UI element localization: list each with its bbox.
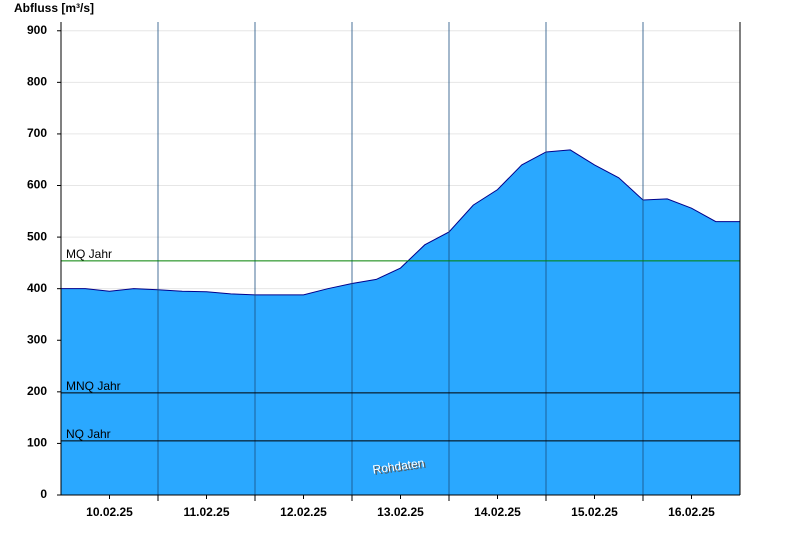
reference-label: MNQ Jahr bbox=[66, 379, 121, 393]
x-tick-label: 12.02.25 bbox=[280, 505, 327, 519]
y-tick-label: 600 bbox=[27, 178, 47, 192]
y-tick-label: 400 bbox=[27, 281, 47, 295]
area-outline bbox=[61, 149, 740, 296]
reference-label: NQ Jahr bbox=[66, 427, 111, 441]
x-tick-label: 16.02.25 bbox=[668, 505, 715, 519]
y-tick-label: 300 bbox=[27, 332, 47, 346]
y-tick-label: 700 bbox=[27, 126, 47, 140]
x-tick-label: 14.02.25 bbox=[474, 505, 521, 519]
x-tick-label: 13.02.25 bbox=[377, 505, 424, 519]
x-tick-label: 15.02.25 bbox=[571, 505, 618, 519]
y-tick-label: 200 bbox=[27, 384, 47, 398]
y-tick-label: 800 bbox=[27, 75, 47, 89]
y-tick-label: 100 bbox=[27, 436, 47, 450]
area bbox=[61, 149, 740, 495]
reference-label: MQ Jahr bbox=[66, 247, 112, 261]
y-tick-label: 0 bbox=[40, 487, 47, 501]
x-tick-label: 11.02.25 bbox=[183, 505, 229, 519]
x-tick-label: 10.02.25 bbox=[86, 505, 133, 519]
y-tick-label: 900 bbox=[27, 23, 47, 37]
y-axis-label: Abfluss [m³/s] bbox=[14, 1, 94, 15]
y-tick-label: 500 bbox=[27, 229, 47, 243]
